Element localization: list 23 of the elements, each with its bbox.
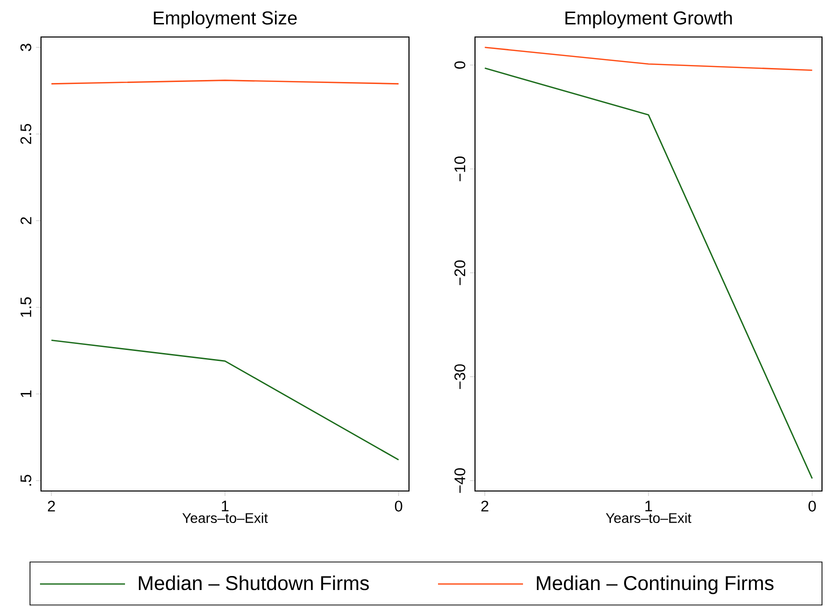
x-tick-label: 2 — [48, 500, 55, 512]
y-tick-label: −10 — [454, 156, 466, 182]
y-tick-label: 3 — [20, 44, 32, 52]
x-tick-label: 2 — [481, 500, 488, 512]
y-tick-label: 0 — [454, 61, 466, 69]
y-tick-label: 1 — [20, 390, 32, 398]
x-tick-label: 0 — [394, 500, 402, 512]
x-tick-label: 0 — [808, 500, 816, 512]
legend-label: Median – Continuing Firms — [536, 576, 774, 594]
y-tick-label: 1.5 — [20, 297, 32, 317]
chart-title: Employment Size — [154, 10, 297, 28]
y-tick-label: 2.5 — [20, 124, 32, 144]
legend-label: Median – Shutdown Firms — [138, 576, 369, 590]
chart-title: Employment Growth — [565, 10, 732, 28]
y-tick-label: 2 — [20, 217, 32, 224]
x-tick-label: 1 — [645, 500, 652, 512]
y-tick-label: −40 — [454, 468, 466, 493]
x-axis-title: Years–to–Exit — [182, 512, 268, 524]
y-tick-label: −30 — [454, 364, 466, 389]
y-tick-label: −20 — [454, 260, 466, 286]
x-axis-title: Years–to–Exit — [606, 512, 692, 524]
x-tick-label: 1 — [222, 500, 229, 512]
y-tick-label: .5 — [20, 474, 32, 486]
